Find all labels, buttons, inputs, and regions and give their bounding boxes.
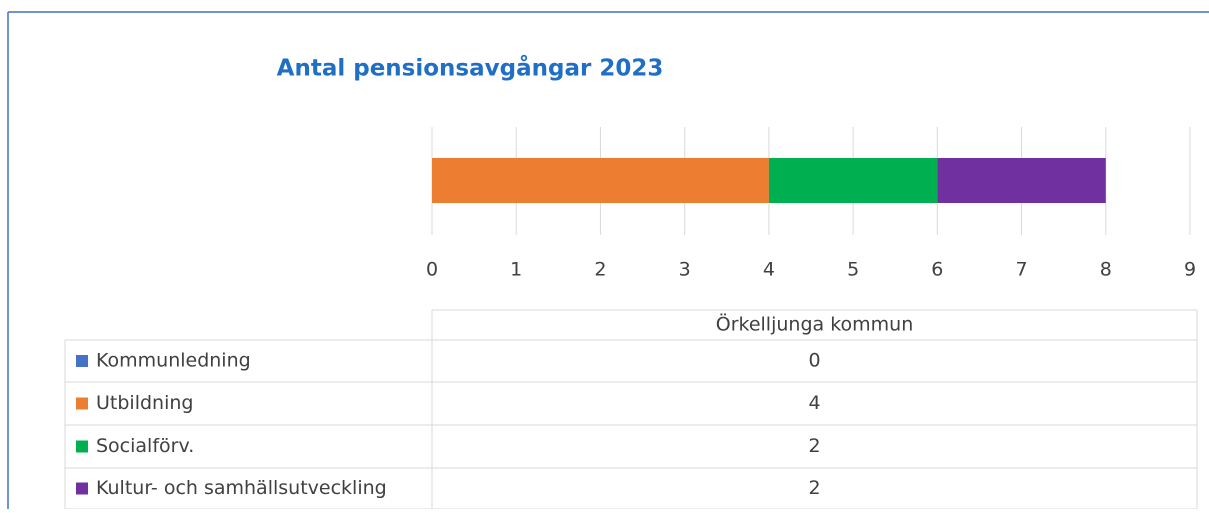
x-tick-label: 7 bbox=[1016, 259, 1028, 281]
table-value: 2 bbox=[808, 477, 820, 499]
bar bbox=[768, 158, 938, 203]
table-value: 0 bbox=[808, 350, 820, 372]
legend-marker bbox=[76, 355, 88, 367]
table-value: 4 bbox=[808, 392, 820, 414]
legend-label: Kommunledning bbox=[96, 350, 251, 372]
x-tick-label: 5 bbox=[847, 259, 859, 281]
bar bbox=[937, 158, 1106, 203]
legend-marker bbox=[76, 482, 88, 495]
legend-marker bbox=[76, 397, 88, 410]
x-tick-label: 4 bbox=[763, 259, 775, 281]
table-header: Örkelljunga kommun bbox=[716, 313, 914, 336]
x-tick-label: 6 bbox=[931, 259, 943, 281]
x-tick-label: 9 bbox=[1184, 259, 1196, 281]
chart-title: Antal pensionsavgångar 2023 bbox=[277, 55, 664, 82]
legend-marker bbox=[76, 440, 88, 453]
x-tick-label: 3 bbox=[679, 259, 691, 281]
bar bbox=[432, 158, 769, 203]
table-value: 2 bbox=[808, 435, 820, 457]
legend-label: Kultur- och samhällsutveckling bbox=[96, 477, 387, 499]
x-tick-label: 2 bbox=[594, 259, 606, 281]
legend-label: Socialförv. bbox=[96, 435, 194, 457]
legend-label: Utbildning bbox=[96, 392, 193, 414]
x-tick-label: 1 bbox=[510, 259, 522, 281]
x-tick-label: 8 bbox=[1100, 259, 1112, 281]
x-tick-label: 0 bbox=[426, 259, 438, 281]
